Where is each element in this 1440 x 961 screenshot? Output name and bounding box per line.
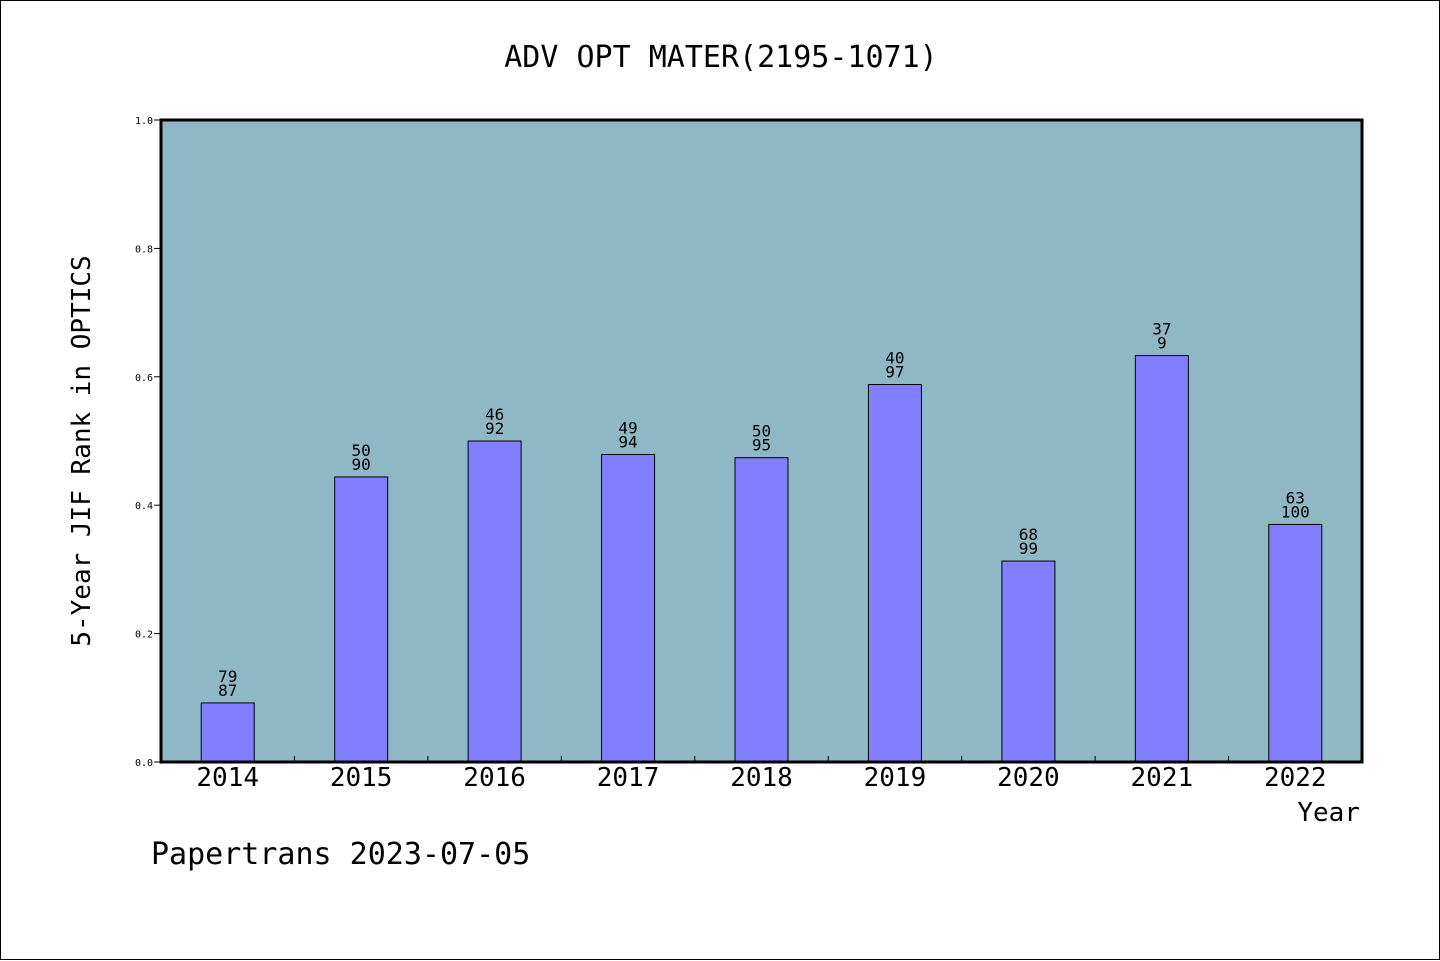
x-tick-label: 2022 (1264, 763, 1327, 793)
data-label-total: 9 (1157, 334, 1167, 353)
bar (734, 457, 789, 763)
y-axis-label: 5-Year JIF Rank in OPTICS (67, 255, 97, 646)
data-label-rank: 49 (618, 418, 637, 437)
data-label-total: 92 (485, 419, 504, 438)
y-tick-label: 0.0 (135, 758, 153, 769)
data-label-rank: 63 (1286, 488, 1305, 507)
x-tick-label: 2019 (864, 763, 927, 793)
footer-credit: Papertrans 2023-07-05 (151, 837, 530, 872)
x-tick-label: 2017 (597, 763, 660, 793)
data-label-total: 95 (752, 436, 771, 455)
bars (200, 355, 1323, 763)
data-label-total: 99 (1019, 539, 1038, 558)
x-tick-label: 2018 (730, 763, 793, 793)
data-label-rank: 37 (1152, 320, 1171, 339)
data-label-rank: 40 (885, 349, 904, 368)
bar (467, 440, 522, 763)
bar (601, 453, 656, 763)
data-label-total: 90 (352, 455, 371, 474)
data-label-rank: 50 (752, 422, 771, 441)
data-label-rank: 50 (352, 441, 371, 460)
bar (1134, 355, 1189, 763)
bar (1268, 523, 1323, 763)
y-tick-label: 0.8 (135, 244, 153, 255)
x-tick-label: 2020 (997, 763, 1060, 793)
data-label-total: 94 (618, 432, 637, 451)
y-tick-label: 0.4 (135, 501, 153, 512)
x-tick-label: 2014 (196, 763, 259, 793)
data-label-total: 87 (218, 681, 237, 700)
y-tick-label: 0.2 (135, 630, 153, 641)
x-tick-label: 2021 (1131, 763, 1194, 793)
data-label-total: 97 (885, 363, 904, 382)
plot-border (159, 118, 1364, 764)
x-axis-label: Year (1297, 798, 1360, 828)
data-label-rank: 79 (218, 667, 237, 686)
y-axis: 0.0 0.2 0.4 0.6 0.8 1.0 (135, 116, 161, 769)
bar (200, 702, 255, 763)
y-tick-label: 1.0 (135, 116, 153, 127)
bar (334, 476, 389, 763)
data-label-rank: 46 (485, 405, 504, 424)
y-tick-label: 0.6 (135, 373, 153, 384)
data-label-rank: 68 (1019, 525, 1038, 544)
data-label-total: 100 (1281, 502, 1310, 521)
chart-title: ADV OPT MATER(2195-1071) (504, 40, 937, 75)
bar (1001, 560, 1056, 763)
bar (867, 384, 922, 763)
x-tick-label: 2016 (463, 763, 526, 793)
x-tick-label: 2015 (330, 763, 393, 793)
x-axis: 2014 2015 2016 2017 2018 2019 2020 2021 2022 (196, 756, 1327, 793)
